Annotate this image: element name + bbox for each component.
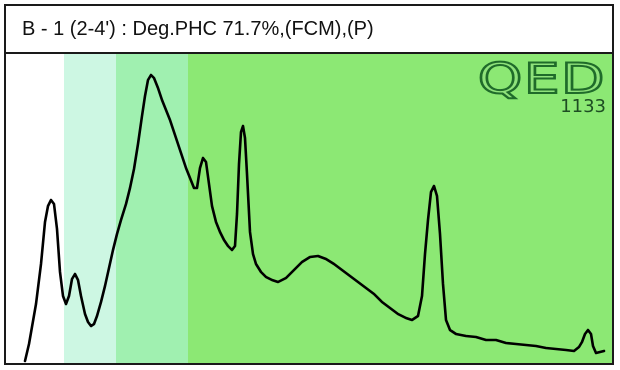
chromatogram-trace xyxy=(23,73,606,363)
qed-logo-word: QED xyxy=(476,54,606,103)
band-mint xyxy=(116,54,188,363)
qed-logo-number: 1133 xyxy=(560,96,606,117)
chromatogram-svg xyxy=(6,54,612,363)
chromatogram-panel: B - 1 (2-4') : Deg.PHC 71.7%,(FCM),(P) Q… xyxy=(4,4,614,365)
panel-title: B - 1 (2-4') : Deg.PHC 71.7%,(FCM),(P) xyxy=(22,17,374,40)
panel-title-bar: B - 1 (2-4') : Deg.PHC 71.7%,(FCM),(P) xyxy=(6,6,612,54)
chromatogram-plot: QED 1133 xyxy=(6,54,612,363)
band-pale xyxy=(64,54,116,363)
band-green xyxy=(188,54,612,363)
qed-logo: QED 1133 xyxy=(476,57,606,117)
